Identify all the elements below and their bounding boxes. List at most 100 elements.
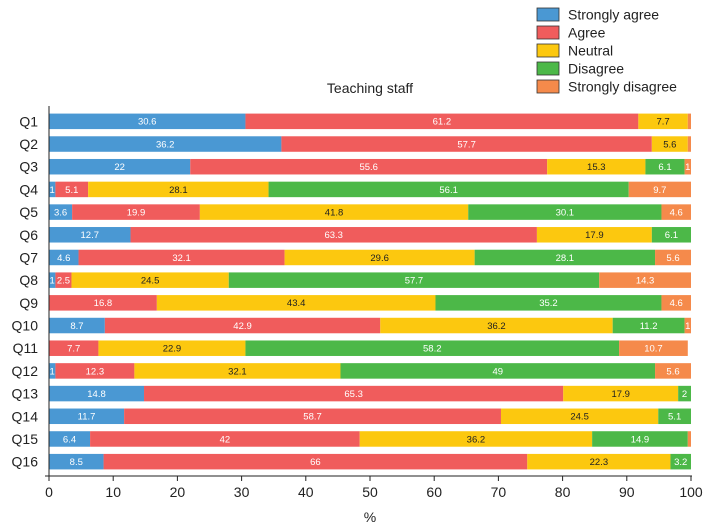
bar-q10-neutral bbox=[380, 317, 613, 334]
bar-q4-disagree bbox=[268, 181, 629, 198]
bar-q14-neutral bbox=[500, 408, 659, 425]
legend-swatch-strongly-agree bbox=[536, 7, 560, 22]
bar-q4-neutral bbox=[88, 181, 269, 198]
bar-group-q6: 12.7 63.3 17.9 6.1 bbox=[49, 227, 691, 243]
bar-q7-strongly-agree bbox=[49, 249, 79, 266]
data-label-q8-disagree: 57.7 bbox=[405, 276, 424, 287]
data-label-q2-neutral: 5.6 bbox=[663, 139, 676, 150]
bar-group-q11: 7.7 22.9 58.2 10.7 bbox=[49, 340, 688, 356]
bar-q16-strongly-agree bbox=[49, 453, 104, 470]
data-label-q16-neutral: 22.3 bbox=[590, 457, 609, 468]
data-label-q12-disagree: 49 bbox=[492, 366, 503, 377]
bar-q8-strongly-agree bbox=[49, 272, 56, 288]
bar-q11-disagree bbox=[245, 340, 620, 356]
bar-q8-disagree bbox=[228, 272, 600, 288]
category-label-q11: Q11 bbox=[13, 340, 39, 356]
data-label-q7-strongly-disagree: 5.6 bbox=[666, 253, 679, 264]
data-label-q6-disagree: 6.1 bbox=[665, 230, 678, 241]
x-tick-label-80: 80 bbox=[555, 484, 571, 500]
bar-q3-disagree bbox=[645, 158, 685, 175]
chart-title: Teaching staff bbox=[327, 80, 413, 96]
data-label-q16-disagree: 3.2 bbox=[674, 457, 687, 468]
category-label-q3: Q3 bbox=[19, 159, 38, 175]
bar-q13-strongly-agree bbox=[49, 385, 145, 402]
x-tick-label-40: 40 bbox=[298, 484, 314, 500]
category-label-q6: Q6 bbox=[19, 227, 38, 243]
legend-label-strongly-agree: Strongly agree bbox=[568, 7, 659, 23]
bar-q3-agree bbox=[190, 158, 548, 175]
data-label-q14-agree: 58.7 bbox=[303, 412, 322, 423]
bar-group-q3: 22 55.6 15.3 6.1 1 bbox=[49, 158, 691, 175]
x-tick-label-0: 0 bbox=[45, 484, 53, 500]
category-label-q1: Q1 bbox=[19, 113, 38, 129]
data-label-q7-disagree: 28.1 bbox=[556, 253, 575, 264]
data-label-q3-agree: 55.6 bbox=[359, 162, 378, 173]
x-tick-label-60: 60 bbox=[426, 484, 442, 500]
bar-group-q9: 16.8 43.4 35.2 4.6 bbox=[49, 295, 691, 311]
bar-group-q10: 8.7 42.9 36.2 11.2 1 bbox=[49, 317, 691, 334]
legend-swatch-disagree bbox=[536, 61, 560, 76]
data-label-q3-disagree: 6.1 bbox=[658, 162, 671, 173]
data-label-q11-neutral: 22.9 bbox=[163, 344, 182, 355]
x-axis-label: % bbox=[364, 509, 376, 525]
category-label-q8: Q8 bbox=[19, 272, 38, 288]
bar-q5-strongly-disagree bbox=[661, 204, 691, 220]
data-label-q16-strongly-agree: 8.5 bbox=[70, 457, 83, 468]
data-label-q6-strongly-agree: 12.7 bbox=[81, 230, 100, 241]
bar-q8-neutral bbox=[71, 272, 229, 288]
category-label-q14: Q14 bbox=[12, 408, 39, 424]
category-label-q9: Q9 bbox=[19, 295, 38, 311]
data-label-q10-strongly-agree: 8.7 bbox=[70, 321, 83, 332]
bar-q9-disagree bbox=[435, 295, 662, 311]
bar-q14-strongly-agree bbox=[49, 408, 125, 425]
bar-q5-strongly-agree bbox=[49, 204, 73, 220]
x-tick-label-100: 100 bbox=[679, 484, 703, 500]
bar-q1-strongly-disagree bbox=[687, 113, 691, 130]
data-label-q5-disagree: 30.1 bbox=[556, 207, 575, 218]
bar-q10-agree bbox=[104, 317, 381, 334]
x-tick-label-10: 10 bbox=[105, 484, 121, 500]
bar-q4-strongly-agree bbox=[49, 181, 56, 198]
bar-q14-disagree bbox=[658, 408, 691, 425]
data-label-q5-strongly-disagree: 4.6 bbox=[670, 207, 683, 218]
data-label-q4-agree: 5.1 bbox=[65, 185, 78, 196]
bar-group-q16: 8.5 66 22.3 3.2 bbox=[49, 453, 691, 470]
data-label-q14-strongly-agree: 11.7 bbox=[78, 412, 96, 423]
legend: Strongly agree Agree Neutral Disagree Strong… bbox=[536, 7, 677, 95]
data-label-q3-strongly-disagree: 1 bbox=[685, 162, 690, 173]
legend-swatch-neutral bbox=[536, 43, 560, 58]
category-label-q12: Q12 bbox=[12, 363, 39, 379]
data-label-q10-disagree: 11.2 bbox=[640, 321, 658, 332]
data-label-q11-disagree: 58.2 bbox=[423, 344, 442, 355]
category-labels: Q1 Q2 Q3 Q4 Q5 Q6 Q7 Q8 Q9 Q10 Q11 Q12 Q13 Q14 Q15 Q16 bbox=[12, 113, 39, 469]
bar-q9-strongly-disagree bbox=[661, 295, 691, 311]
data-label-q15-agree: 42 bbox=[220, 434, 231, 445]
data-label-q6-agree: 63.3 bbox=[324, 230, 343, 241]
data-label-q2-agree: 57.7 bbox=[457, 139, 476, 150]
bar-q8-strongly-disagree bbox=[599, 272, 691, 288]
bar-q2-agree bbox=[281, 136, 652, 152]
legend-swatch-agree bbox=[536, 25, 560, 40]
data-label-q9-agree: 16.8 bbox=[94, 298, 113, 309]
data-label-q15-disagree: 14.9 bbox=[631, 434, 650, 445]
data-label-q13-neutral: 17.9 bbox=[611, 389, 630, 400]
legend-label-neutral: Neutral bbox=[568, 43, 613, 59]
bar-q11-neutral bbox=[98, 340, 246, 356]
bar-group-q5: 3.6 19.9 41.8 30.1 4.6 bbox=[49, 204, 691, 220]
bar-q12-neutral bbox=[134, 363, 341, 379]
data-label-q8-strongly-disagree: 14.3 bbox=[636, 276, 655, 287]
legend-label-strongly-disagree: Strongly disagree bbox=[568, 79, 677, 95]
category-label-q7: Q7 bbox=[19, 249, 38, 265]
bar-q2-neutral bbox=[651, 136, 688, 152]
x-tick-label-20: 20 bbox=[170, 484, 186, 500]
data-label-q13-strongly-agree: 14.8 bbox=[87, 389, 106, 400]
bar-q4-strongly-disagree bbox=[628, 181, 691, 198]
data-label-q8-strongly-agree: 1 bbox=[50, 276, 55, 287]
bar-group-q1: 30.6 61.2 7.7 bbox=[49, 113, 691, 130]
bar-group-q2: 36.2 57.7 5.6 bbox=[49, 136, 691, 152]
data-label-q2-strongly-agree: 36.2 bbox=[156, 139, 175, 150]
bar-q6-strongly-agree bbox=[49, 227, 131, 243]
data-label-q12-strongly-agree: 1 bbox=[50, 366, 55, 377]
data-label-q10-neutral: 36.2 bbox=[487, 321, 506, 332]
